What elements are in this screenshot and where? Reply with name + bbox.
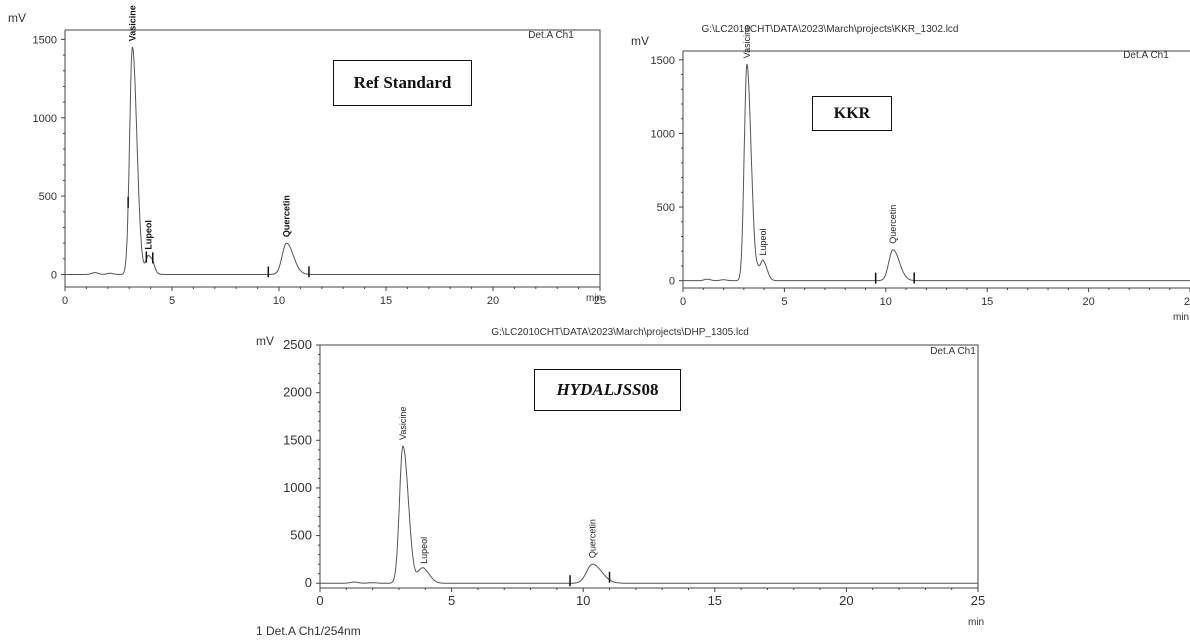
y-tick-label: 0 bbox=[305, 575, 312, 590]
kkr-label: KKR bbox=[812, 96, 892, 131]
x-unit-label: min bbox=[968, 617, 984, 628]
channel-label: Det.A Ch1 bbox=[930, 346, 976, 357]
ref-chart-svg: 0 500 1000 1500 0 5 10 15 20 25 mV min Det.A Ch1 Vasi… bbox=[8, 5, 606, 307]
chromatogram-trace bbox=[65, 46, 600, 275]
x-tick-label: 5 bbox=[169, 295, 175, 307]
x-tick-label: 20 bbox=[1082, 296, 1094, 308]
chromatogram-kkr: 0 500 1000 1500 0 5 10 15 20 25 mV min Det.A Ch1 G:\L… bbox=[625, 18, 1190, 323]
y-tick-label: 1500 bbox=[651, 55, 675, 67]
channel-label: Det.A Ch1 bbox=[1123, 50, 1169, 61]
peak-label-lupeol: Lupeol bbox=[419, 537, 429, 564]
peak-label-quercetin: Quercetin bbox=[281, 195, 291, 237]
x-unit-label: min bbox=[1173, 312, 1189, 323]
peak-label-vasicine: Vasicine bbox=[742, 25, 752, 58]
file-path-label: G:\LC2010CHT\DATA\2023\March\projects\DH… bbox=[491, 327, 749, 338]
y-tick-label: 500 bbox=[39, 191, 57, 203]
x-tick-label: 10 bbox=[576, 593, 590, 608]
y-tick-label: 2500 bbox=[283, 337, 312, 352]
x-tick-label: 5 bbox=[781, 296, 787, 308]
ref-standard-label: Ref Standard bbox=[333, 60, 472, 106]
chromatogram-ref-standard: 0 500 1000 1500 0 5 10 15 20 25 mV min Det.A Ch1 Vasi… bbox=[0, 0, 615, 307]
chromatogram-hydaljss08: 0 500 1000 1500 2000 2500 0 5 10 15 20 25 mV min Det.A… bbox=[250, 320, 990, 640]
detector-footnote: 1 Det.A Ch1/254nm bbox=[256, 624, 361, 638]
peak-label-quercetin: Quercetin bbox=[888, 205, 898, 244]
x-tick-label: 25 bbox=[1184, 296, 1190, 308]
peak-label-quercetin: Quercetin bbox=[587, 519, 597, 558]
x-tick-label: 15 bbox=[981, 296, 993, 308]
x-tick-label: 0 bbox=[316, 593, 323, 608]
x-tick-label: 25 bbox=[594, 295, 606, 307]
y-tick-label: 2000 bbox=[283, 385, 312, 400]
x-tick-label: 0 bbox=[680, 296, 686, 308]
x-tick-label: 5 bbox=[448, 593, 455, 608]
y-tick-label: 1500 bbox=[283, 432, 312, 447]
y-tick-label: 0 bbox=[669, 276, 675, 288]
y-tick-label: 500 bbox=[657, 202, 675, 214]
x-tick-label: 20 bbox=[839, 593, 853, 608]
file-path-label: G:\LC2010CHT\DATA\2023\March\projects\KK… bbox=[702, 24, 959, 35]
x-tick-label: 15 bbox=[380, 295, 392, 307]
peak-label-lupeol: Lupeol bbox=[143, 220, 153, 250]
y-tick-label: 1000 bbox=[283, 480, 312, 495]
x-tick-label: 20 bbox=[487, 295, 499, 307]
y-unit-label: mV bbox=[8, 11, 26, 25]
y-tick-label: 1500 bbox=[33, 34, 57, 46]
x-tick-label: 25 bbox=[971, 593, 985, 608]
peak-label-vasicine: Vasicine bbox=[398, 407, 408, 440]
hydaljss08-label-suffix: 08 bbox=[641, 380, 659, 399]
hydaljss08-label: HYDALJSS08 bbox=[534, 369, 681, 411]
x-tick-label: 10 bbox=[273, 295, 285, 307]
hyd-chart-svg: 0 500 1000 1500 2000 2500 0 5 10 15 20 25 mV min Det.A… bbox=[256, 327, 985, 628]
channel-label: Det.A Ch1 bbox=[528, 30, 574, 41]
x-tick-label: 10 bbox=[880, 296, 892, 308]
kkr-chart-svg: 0 500 1000 1500 0 5 10 15 20 25 mV min Det.A Ch1 G:\L… bbox=[631, 24, 1190, 323]
y-unit-label: mV bbox=[631, 34, 649, 48]
y-unit-label: mV bbox=[256, 334, 274, 348]
y-tick-label: 0 bbox=[51, 269, 57, 281]
chromatogram-trace bbox=[320, 445, 978, 584]
peak-label-lupeol: Lupeol bbox=[758, 228, 768, 255]
y-tick-label: 500 bbox=[290, 528, 312, 543]
chromatogram-trace bbox=[683, 63, 1190, 282]
x-tick-label: 0 bbox=[62, 295, 68, 307]
x-unit-label: min bbox=[586, 293, 602, 304]
hydaljss08-label-prefix: HYDALJSS bbox=[556, 380, 642, 399]
y-tick-label: 1000 bbox=[651, 128, 675, 140]
peak-label-vasicine: Vasicine bbox=[127, 5, 137, 41]
y-tick-label: 1000 bbox=[33, 113, 57, 125]
x-tick-label: 15 bbox=[708, 593, 722, 608]
